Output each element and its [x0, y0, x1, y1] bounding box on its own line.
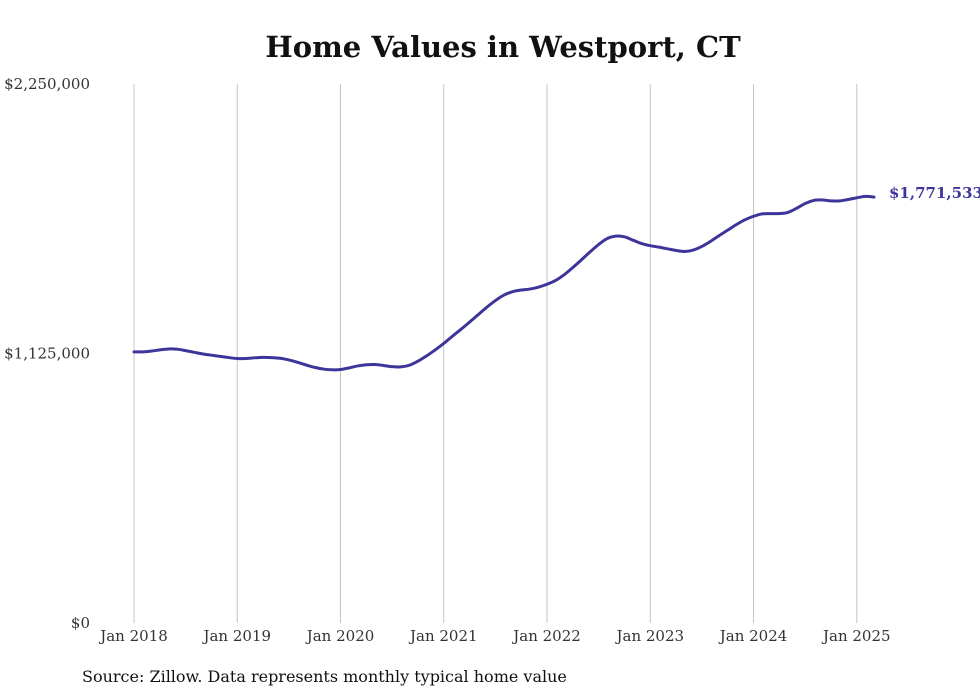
y-axis-ticks: $0 $1,125,000 $2,250,000	[4, 75, 90, 632]
y-tick-label: $2,250,000	[4, 75, 90, 93]
x-tick-label: Jan 2018	[98, 627, 168, 645]
source-note: Source: Zillow. Data represents monthly …	[82, 667, 567, 686]
gridlines	[133, 84, 858, 623]
x-tick-label: Jan 2023	[614, 627, 684, 645]
series-layer	[132, 194, 876, 372]
x-tick-label: Jan 2025	[821, 627, 891, 645]
series-line	[132, 194, 876, 372]
x-tick-label: Jan 2020	[305, 627, 375, 645]
x-tick-label: Jan 2024	[718, 627, 788, 645]
y-tick-label: $0	[71, 614, 90, 632]
data-labels: $1,771,533	[889, 184, 980, 202]
x-tick-label: Jan 2021	[408, 627, 478, 645]
x-tick-label: Jan 2019	[201, 627, 271, 645]
end-value-label: $1,771,533	[889, 184, 980, 202]
chart-title: Home Values in Westport, CT	[265, 30, 741, 64]
y-tick-label: $1,125,000	[4, 345, 90, 363]
x-axis-ticks: Jan 2018 Jan 2019 Jan 2020 Jan 2021 Jan 2022…	[98, 627, 890, 645]
x-tick-label: Jan 2022	[511, 627, 581, 645]
